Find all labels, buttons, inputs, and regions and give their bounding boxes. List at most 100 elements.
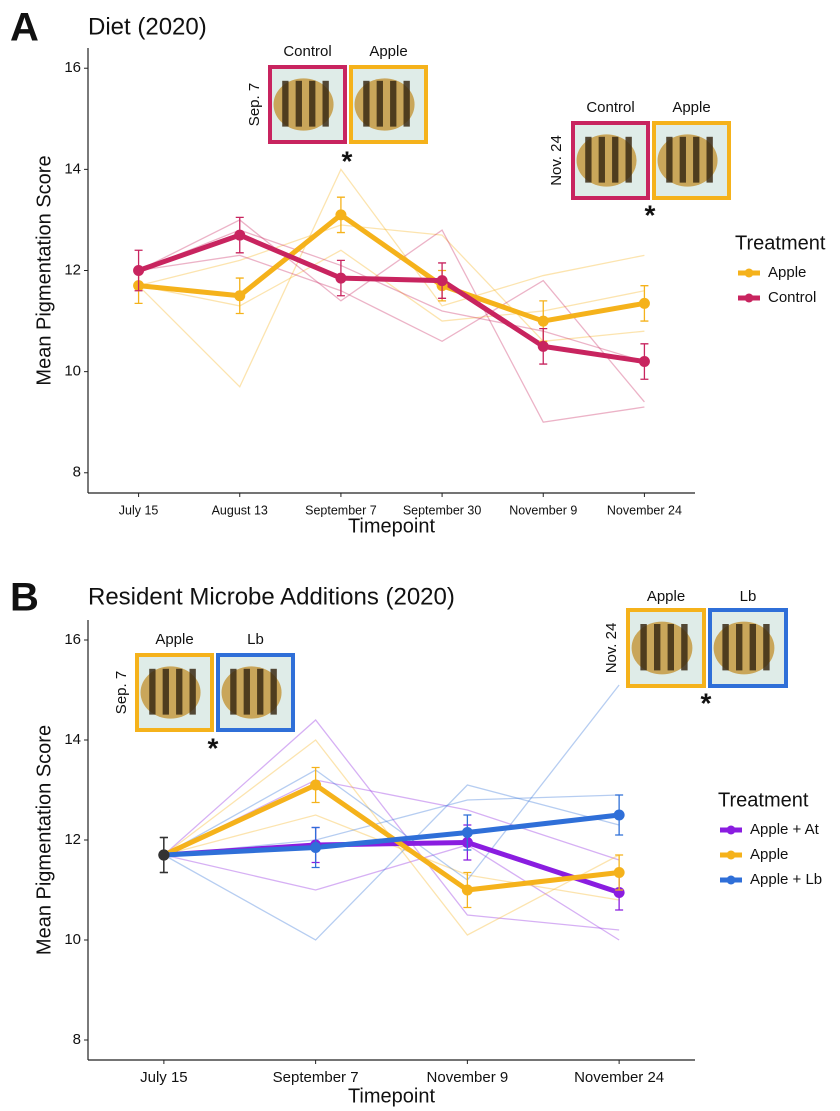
- inset-band: [271, 669, 277, 715]
- inset-band: [612, 137, 618, 183]
- panel-label: A: [10, 6, 39, 50]
- data-point: [462, 885, 473, 896]
- x-tick-label: November 9: [427, 1069, 509, 1086]
- x-tick-label: September 7: [273, 1069, 359, 1086]
- inset-band: [230, 669, 236, 715]
- inset-label: Control: [586, 99, 634, 116]
- inset-band: [257, 669, 263, 715]
- y-tick-label: 16: [64, 631, 81, 648]
- data-point: [538, 341, 549, 352]
- data-point: [133, 265, 144, 276]
- inset-band: [640, 624, 646, 670]
- figure: A Diet (2020) 8 10 12 14 16 July 15 August 13 Sep…: [0, 0, 840, 1111]
- data-point: [437, 275, 448, 286]
- inset-band: [654, 624, 660, 670]
- data-point: [234, 230, 245, 241]
- inset-label: Lb: [740, 588, 757, 605]
- inset-label: Apple: [647, 588, 685, 605]
- inset-band: [668, 624, 674, 670]
- y-tick-label: 14: [64, 160, 81, 177]
- inset-band: [626, 137, 632, 183]
- panel-label: B: [10, 576, 39, 620]
- inset-date: Nov. 24: [548, 135, 565, 186]
- inset-band: [693, 137, 699, 183]
- replicate-line: [164, 785, 619, 940]
- x-axis-label: Timepoint: [348, 1085, 436, 1107]
- significance-mark: *: [645, 199, 656, 230]
- y-tick-label: 10: [64, 363, 81, 380]
- inset-band: [404, 81, 410, 127]
- inset-band: [163, 669, 169, 715]
- y-tick-label: 12: [64, 831, 81, 848]
- significance-mark: *: [208, 732, 219, 763]
- inset-band: [244, 669, 250, 715]
- x-tick-label: November 24: [607, 503, 682, 517]
- inset-band: [296, 81, 302, 127]
- data-point: [310, 842, 321, 853]
- inset-band: [666, 137, 672, 183]
- legend-label: Apple: [750, 846, 788, 863]
- data-point: [335, 273, 346, 284]
- y-axis-label: Mean Pigmentation Score: [33, 155, 55, 385]
- inset-label: Control: [283, 43, 331, 60]
- inset-date: Sep. 7: [246, 83, 263, 126]
- data-point: [538, 316, 549, 327]
- inset-band: [763, 624, 769, 670]
- legend-dot: [727, 826, 736, 835]
- x-tick-label: November 24: [574, 1069, 664, 1086]
- inset-band: [176, 669, 182, 715]
- inset-band: [680, 137, 686, 183]
- inset-band: [390, 81, 396, 127]
- y-tick-label: 16: [64, 59, 81, 76]
- inset-label: Apple: [672, 99, 710, 116]
- data-point: [335, 209, 346, 220]
- replicate-line: [164, 845, 619, 940]
- x-tick-label: July 15: [119, 503, 159, 517]
- replicate-line: [164, 815, 619, 900]
- legend-dot: [745, 269, 754, 278]
- inset-label: Apple: [369, 43, 407, 60]
- data-point: [310, 780, 321, 791]
- series-line: [139, 235, 645, 361]
- y-tick-label: 14: [64, 731, 81, 748]
- y-tick-label: 8: [73, 1031, 81, 1048]
- inset-band: [190, 669, 196, 715]
- inset-band: [377, 81, 383, 127]
- legend-dot: [745, 294, 754, 303]
- inset-label: Apple: [155, 631, 193, 648]
- legend-label: Apple: [768, 264, 806, 281]
- inset-band: [707, 137, 713, 183]
- legend-dot: [727, 851, 736, 860]
- data-point: [639, 298, 650, 309]
- inset-band: [323, 81, 329, 127]
- data-point: [614, 867, 625, 878]
- inset-date: Nov. 24: [603, 623, 620, 674]
- legend-dot: [727, 876, 736, 885]
- significance-mark: *: [342, 145, 353, 176]
- data-point: [639, 356, 650, 367]
- inset-band: [599, 137, 605, 183]
- x-tick-label: November 9: [509, 503, 577, 517]
- inset-band: [282, 81, 288, 127]
- data-point: [158, 850, 169, 861]
- chart-title: Diet (2020): [88, 13, 207, 40]
- x-axis-label: Timepoint: [348, 515, 436, 537]
- inset-band: [722, 624, 728, 670]
- inset-band: [309, 81, 315, 127]
- inset-band: [750, 624, 756, 670]
- significance-mark: *: [701, 687, 712, 718]
- legend-title: Treatment: [735, 232, 826, 254]
- x-tick-label: August 13: [212, 503, 268, 517]
- y-tick-label: 8: [73, 464, 81, 481]
- inset-date: Sep. 7: [113, 671, 130, 714]
- series-line: [139, 215, 645, 321]
- data-point: [462, 827, 473, 838]
- data-point: [234, 290, 245, 301]
- inset-band: [363, 81, 369, 127]
- chart-title: Resident Microbe Additions (2020): [88, 583, 455, 610]
- inset-band: [149, 669, 155, 715]
- legend-label: Apple + At: [750, 821, 820, 838]
- x-tick-label: July 15: [140, 1069, 188, 1086]
- y-tick-label: 12: [64, 261, 81, 278]
- legend-label: Control: [768, 289, 816, 306]
